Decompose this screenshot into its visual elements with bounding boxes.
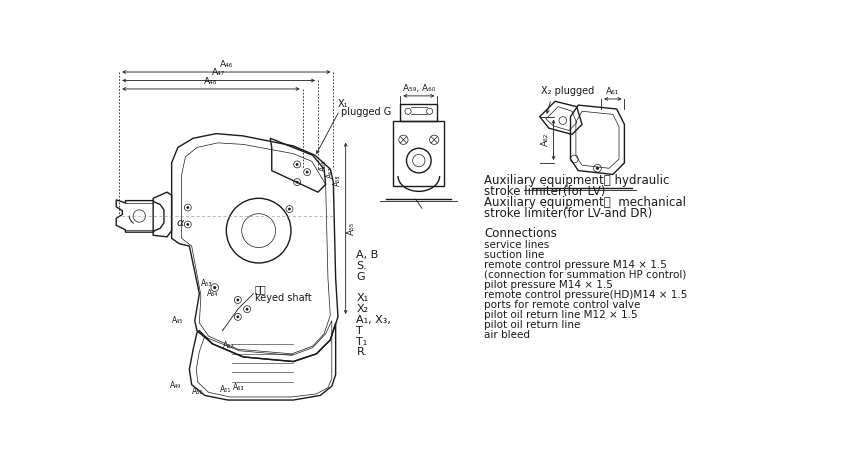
Circle shape [237,298,239,301]
Text: pilot pressure M14 × 1.5: pilot pressure M14 × 1.5 [484,280,613,290]
Text: A₄₉: A₄₉ [170,381,181,390]
Text: G: G [357,272,365,282]
Bar [400,104,437,121]
Text: A₄₆: A₄₆ [220,60,233,69]
Text: A₅₉, A₆₀: A₅₉, A₆₀ [403,84,435,93]
Text: A₁, X₃,: A₁, X₃, [357,315,391,325]
Text: S.: S. [357,261,367,271]
Text: T: T [357,326,363,336]
Text: A₅₁: A₅₁ [220,386,231,394]
Text: A₄₈: A₄₈ [204,77,218,86]
Text: A₆₃: A₆₃ [233,383,245,392]
Text: α: α [176,218,184,228]
Text: ports for remote control valve: ports for remote control valve [484,300,641,310]
Text: stroke limiter(for LV): stroke limiter(for LV) [484,185,606,198]
Circle shape [186,223,189,226]
Circle shape [288,207,291,211]
Text: R.: R. [357,347,368,357]
Text: A₅₃: A₅₃ [201,279,213,288]
Text: pilot oil return line M12 × 1.5: pilot oil return line M12 × 1.5 [484,310,638,319]
Text: Connections: Connections [484,227,557,240]
Text: A₆₁: A₆₁ [606,87,620,96]
Circle shape [246,308,248,311]
Circle shape [214,286,216,289]
Text: plugged G: plugged G [341,107,391,117]
Text: T₁: T₁ [357,336,368,347]
Text: service lines: service lines [484,240,550,250]
Bar [393,121,444,186]
Circle shape [306,171,309,174]
Text: remote control pressure(HD)M14 × 1.5: remote control pressure(HD)M14 × 1.5 [484,290,688,300]
Text: X₂: X₂ [357,304,368,314]
Text: X₁: X₁ [357,293,368,303]
Text: A₅₇: A₅₇ [326,167,334,178]
Text: A, B: A, B [357,250,379,260]
Text: X₂ plugged: X₂ plugged [541,85,595,95]
Text: A₄₅: A₄₅ [172,316,183,325]
Text: Auxiliary equipment；  mechanical: Auxiliary equipment； mechanical [484,196,686,209]
Text: X₁: X₁ [338,100,348,109]
Circle shape [296,163,299,166]
Text: stroke limiter(for LV-and DR): stroke limiter(for LV-and DR) [484,207,653,220]
Circle shape [237,315,239,318]
Text: Auxiliary equipment； hydraulic: Auxiliary equipment； hydraulic [484,174,670,187]
Text: A₅₅: A₅₅ [347,222,357,235]
Text: A₅₆: A₅₆ [319,159,328,171]
Text: 平键: 平键 [254,284,266,294]
Text: keyed shaft: keyed shaft [254,293,311,303]
Text: A₆₂: A₆₂ [541,133,551,146]
Circle shape [186,206,189,209]
Text: A₅₀: A₅₀ [191,387,203,396]
Text: A₅₈: A₅₈ [333,174,341,186]
Text: A₅₄: A₅₄ [207,289,219,298]
Text: A₄₇: A₄₇ [212,68,226,78]
Text: remote control pressure M14 × 1.5: remote control pressure M14 × 1.5 [484,260,667,269]
Text: air bleed: air bleed [484,330,530,340]
Text: pilot oil return line: pilot oil return line [484,319,580,330]
Text: (connection for summation HP control): (connection for summation HP control) [484,269,687,280]
Circle shape [596,167,599,170]
Text: suction line: suction line [484,250,545,260]
Text: A₆₂: A₆₂ [222,341,234,350]
Circle shape [296,181,299,184]
